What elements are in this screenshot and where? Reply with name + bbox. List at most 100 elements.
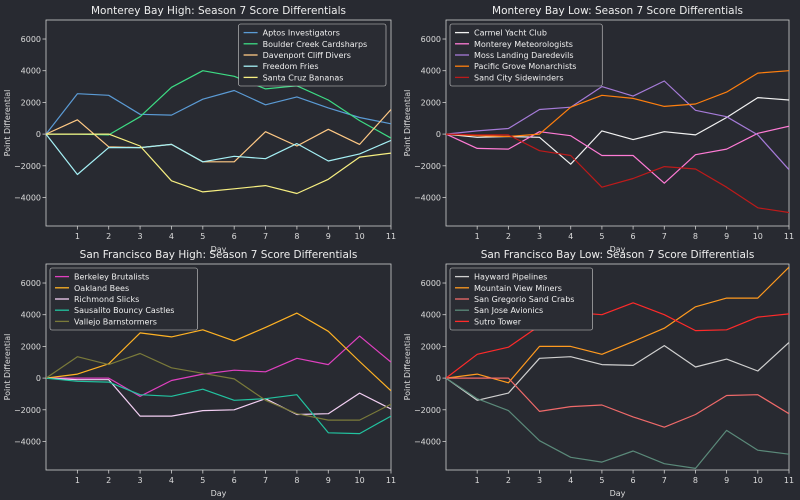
series-line-4: [46, 133, 391, 176]
x-tick-label: 2: [506, 232, 511, 241]
legend: Aptos Investigators Boulder Creek Cardsha…: [238, 23, 387, 87]
series-line-1: [446, 341, 789, 401]
x-tick-label: 6: [631, 232, 636, 241]
x-axis-label: Day: [610, 245, 626, 254]
y-tick-label: −4000: [14, 193, 41, 202]
legend-entry: Sausalito Bouncy Castles: [74, 306, 174, 315]
y-tick-label: 0: [436, 374, 441, 383]
legend-entry: Monterey Meteorologists: [474, 40, 573, 49]
y-tick-label: −2000: [414, 162, 441, 171]
series-line-3: [46, 109, 391, 163]
legend-entry: Vallejo Barnstormers: [74, 317, 157, 326]
x-axis-label: Day: [211, 245, 227, 254]
x-tick-label: 10: [753, 232, 763, 241]
chart-title: Monterey Bay Low: Season 7 Score Differe…: [492, 5, 743, 17]
legend-entry: Freedom Fries: [263, 62, 319, 71]
x-tick-label: 7: [662, 232, 667, 241]
series-line-2: [446, 125, 789, 184]
series-line-1: [446, 96, 789, 165]
y-axis-label: Point Differential: [403, 90, 412, 157]
legend-entry: Hayward Pipelines: [474, 273, 547, 282]
y-tick-label: 6000: [21, 35, 41, 44]
legend-entry: Aptos Investigators: [263, 29, 340, 38]
series-line-5: [446, 302, 789, 379]
chart-title: San Francisco Bay Low: Season 7 Score Di…: [481, 249, 755, 261]
legend-entry: Pacific Grove Monarchists: [474, 62, 576, 71]
y-tick-label: 4000: [21, 67, 41, 76]
x-tick-label: 8: [294, 476, 299, 485]
x-tick-label: 11: [386, 232, 396, 241]
y-tick-label: 4000: [421, 67, 441, 76]
legend-entry: Santa Cruz Bananas: [263, 73, 344, 82]
series-line-1: [46, 335, 391, 397]
y-tick-label: −4000: [414, 437, 441, 446]
x-tick-label: 4: [169, 232, 174, 241]
y-axis-label: Point Differential: [3, 334, 12, 401]
y-axis-label: Point Differential: [3, 90, 12, 157]
series-line-4: [446, 377, 789, 469]
x-tick-label: 7: [263, 232, 268, 241]
series-line-4: [46, 377, 391, 435]
x-tick-label: 5: [200, 232, 205, 241]
y-tick-label: −4000: [414, 193, 441, 202]
y-tick-label: 6000: [421, 35, 441, 44]
legend-entry: Moss Landing Daredevils: [474, 51, 574, 60]
series-line-3: [446, 80, 789, 171]
axes-frame: [45, 19, 392, 227]
axes-frame: [45, 263, 392, 471]
chart-panel-3: San Francisco Bay High: Season 7 Score D…: [3, 249, 396, 498]
y-tick-label: 2000: [21, 98, 41, 107]
x-tick-label: 4: [169, 476, 174, 485]
x-tick-label: 1: [475, 476, 480, 485]
x-tick-label: 10: [355, 232, 365, 241]
x-tick-label: 4: [568, 232, 573, 241]
x-tick-label: 8: [693, 476, 698, 485]
series-line-5: [46, 352, 391, 421]
y-tick-label: −2000: [14, 406, 41, 415]
series-line-2: [446, 266, 789, 384]
y-tick-label: 4000: [421, 311, 441, 320]
x-tick-label: 5: [599, 476, 604, 485]
x-tick-label: 8: [693, 232, 698, 241]
x-tick-label: 2: [506, 476, 511, 485]
x-tick-label: 11: [784, 476, 794, 485]
y-tick-label: 6000: [421, 279, 441, 288]
series-line-1: [46, 89, 391, 135]
y-tick-label: −2000: [414, 406, 441, 415]
series-line-2: [46, 312, 391, 392]
x-tick-label: 1: [75, 476, 80, 485]
x-tick-label: 9: [326, 232, 331, 241]
legend: Hayward Pipelines Mountain View Miners San…: [449, 267, 593, 331]
y-tick-label: 0: [36, 374, 41, 383]
legend-entry: Sutro Tower: [474, 317, 522, 326]
x-tick-label: 1: [475, 232, 480, 241]
x-tick-label: 5: [200, 476, 205, 485]
series-line-4: [446, 70, 789, 138]
series-line-3: [446, 377, 789, 428]
legend-box: [238, 23, 387, 87]
legend: Carmel Yacht Club Monterey Meteorologists…: [449, 23, 603, 87]
y-tick-label: −4000: [14, 437, 41, 446]
y-tick-label: 0: [436, 130, 441, 139]
y-tick-label: 4000: [21, 311, 41, 320]
legend: Berkeley Brutalists Oakland Bees Richmond …: [49, 267, 198, 331]
x-tick-label: 7: [263, 476, 268, 485]
axes-frame: [445, 263, 790, 471]
x-tick-label: 3: [537, 476, 542, 485]
x-tick-label: 3: [537, 232, 542, 241]
legend-box: [449, 23, 603, 87]
legend-entry: Berkeley Brutalists: [74, 273, 149, 282]
x-tick-label: 7: [662, 476, 667, 485]
x-axis-label: Day: [610, 489, 626, 498]
y-axis-label: Point Differential: [403, 334, 412, 401]
y-tick-label: 2000: [421, 98, 441, 107]
legend-entry: Sand City Sidewinders: [474, 73, 564, 82]
x-tick-label: 10: [753, 476, 763, 485]
x-tick-label: 2: [106, 476, 111, 485]
series-line-3: [46, 377, 391, 417]
y-tick-label: −2000: [14, 162, 41, 171]
legend-entry: Boulder Creek Cardsharps: [263, 40, 368, 49]
y-tick-label: 6000: [21, 279, 41, 288]
legend-entry: Davenport Cliff Divers: [263, 51, 351, 60]
